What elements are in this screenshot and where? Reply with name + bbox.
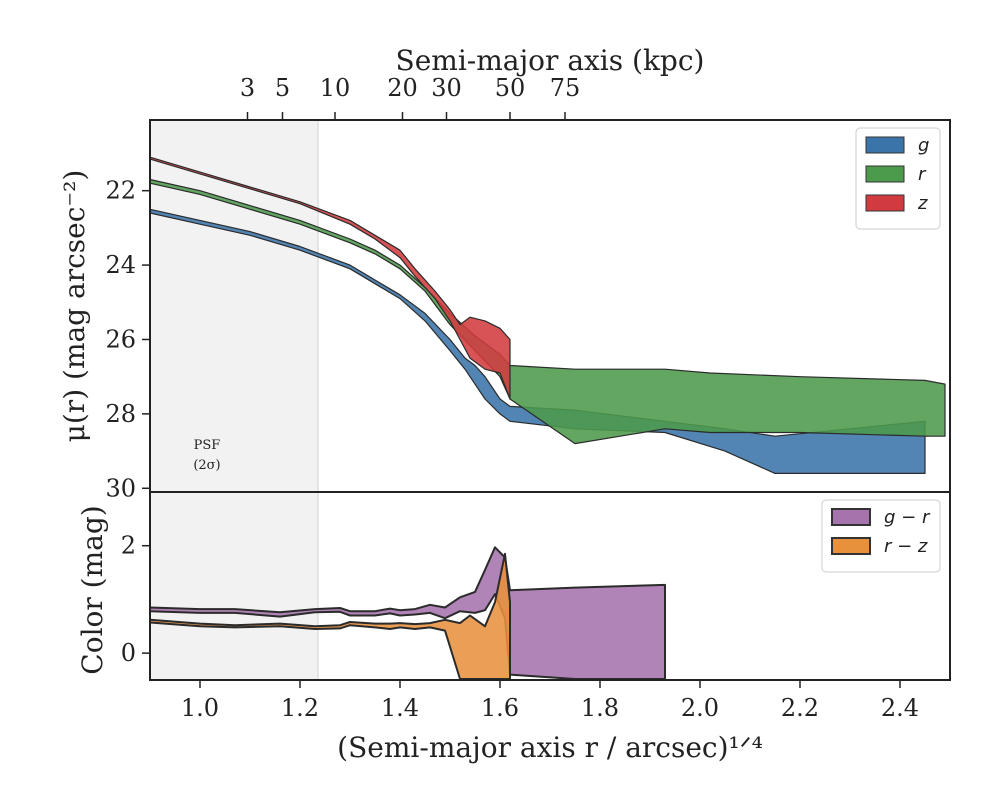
profile-band-z bbox=[149, 156, 511, 400]
color-panel: 02 1.0 1.2 1.4 1.6 1.8 2.0 2.2 2.4 (Semi-major … bbox=[76, 491, 951, 764]
kpc-tick-label: 5 bbox=[275, 74, 290, 102]
color-xtick-label: 1.0 bbox=[181, 694, 219, 722]
profile-panel: PSF (2σ) 22 24 26 28 30 3 5 10 20 30 50 75 Semi-ma… bbox=[58, 44, 951, 502]
color-xtick-label: 1.2 bbox=[281, 694, 319, 722]
legend-label-r-z: r − z bbox=[884, 536, 928, 557]
color-ytick-label: 0 bbox=[121, 639, 136, 667]
profile-y-axis: 22 24 26 28 30 bbox=[105, 177, 150, 502]
profile-ytick-label: 24 bbox=[105, 251, 136, 279]
psf-label-line2: (2σ) bbox=[193, 458, 220, 473]
legend-label-z: z bbox=[917, 193, 928, 214]
kpc-tick-label: 20 bbox=[387, 74, 418, 102]
kpc-tick-label: 75 bbox=[550, 74, 581, 102]
color-ytick-label: 2 bbox=[121, 532, 136, 560]
color-x-axis: 1.0 1.2 1.4 1.6 1.8 2.0 2.2 2.4 bbox=[181, 680, 919, 722]
kpc-tick-label: 10 bbox=[320, 74, 351, 102]
psf-region-top bbox=[150, 120, 318, 492]
color-xtick-label: 2.0 bbox=[681, 694, 719, 722]
color-xtick-label: 2.2 bbox=[781, 694, 819, 722]
color-xtick-label: 1.8 bbox=[581, 694, 619, 722]
profile-ytick-label: 26 bbox=[105, 325, 136, 353]
legend-swatch-r bbox=[865, 165, 905, 183]
color-x-axis-title: (Semi-major axis r / arcsec)¹ᐟ⁴ bbox=[337, 731, 763, 764]
legend-label-r: r bbox=[918, 164, 927, 185]
legend-swatch-z bbox=[865, 194, 905, 212]
profile-band-g bbox=[149, 208, 926, 474]
psf-region-bottom bbox=[150, 492, 318, 680]
kpc-top-axis: 3 5 10 20 30 50 75 bbox=[240, 74, 580, 120]
legend-swatch-g bbox=[865, 136, 905, 154]
kpc-tick-label: 50 bbox=[495, 74, 526, 102]
profile-ytick-label: 30 bbox=[105, 474, 136, 502]
color-y-axis-title: Color (mag) bbox=[76, 505, 109, 674]
psf-label-line1: PSF bbox=[194, 438, 221, 453]
legend-swatch-r-z bbox=[831, 537, 871, 555]
profile-band-r bbox=[149, 178, 946, 445]
legend-swatch-g-r bbox=[831, 508, 871, 526]
profile-ytick-label: 22 bbox=[105, 177, 136, 205]
color-xtick-label: 1.6 bbox=[481, 694, 519, 722]
color-xtick-label: 1.4 bbox=[381, 694, 419, 722]
kpc-axis-title: Semi-major axis (kpc) bbox=[396, 44, 705, 77]
profile-legend: grz bbox=[855, 127, 941, 230]
profile-ytick-label: 28 bbox=[105, 400, 136, 428]
kpc-tick-label: 3 bbox=[240, 74, 255, 102]
legend-label-g-r: g − r bbox=[884, 507, 931, 528]
color-xtick-label: 2.4 bbox=[881, 694, 919, 722]
profile-series-group bbox=[149, 156, 946, 474]
kpc-tick-label: 30 bbox=[431, 74, 462, 102]
legend-label-g: g bbox=[918, 135, 929, 156]
color-y-axis: 02 bbox=[121, 532, 150, 667]
color-legend: g − r r − z bbox=[821, 499, 941, 573]
profile-y-axis-title: μ(r) (mag arcsec⁻²) bbox=[58, 170, 91, 443]
color-panel-frame bbox=[149, 491, 951, 681]
